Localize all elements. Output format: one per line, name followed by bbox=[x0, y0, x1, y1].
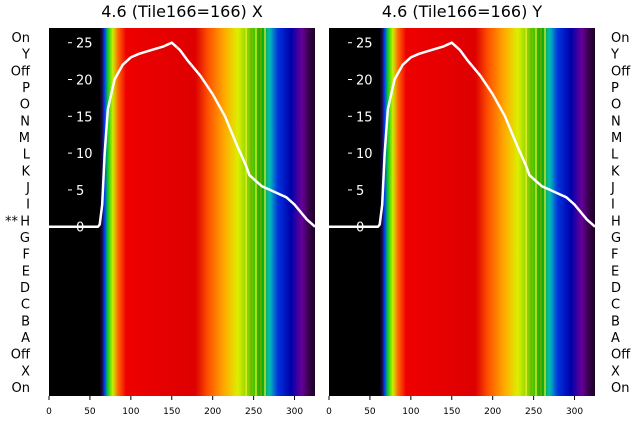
y-tick-label: 25 bbox=[76, 37, 93, 52]
row-label: A bbox=[21, 331, 30, 346]
row-label: E bbox=[22, 264, 30, 279]
x-tick-label: 100 bbox=[402, 407, 419, 417]
panel-title: 4.6 (Tile166=166) Y bbox=[382, 2, 543, 21]
row-label: H bbox=[611, 214, 621, 229]
row-label: L bbox=[23, 148, 31, 163]
row-label: Off bbox=[11, 348, 31, 363]
row-label: O bbox=[20, 98, 30, 113]
row-label: A bbox=[611, 331, 620, 346]
panel-title: 4.6 (Tile166=166) X bbox=[101, 2, 263, 21]
heatmap-streak bbox=[264, 28, 266, 396]
row-label: On bbox=[611, 381, 629, 396]
x-tick-label: 200 bbox=[204, 407, 221, 417]
row-label: On bbox=[611, 31, 629, 46]
heatmap-streak bbox=[535, 28, 537, 396]
y-tick-label: 25 bbox=[356, 37, 373, 52]
y-tick-label: 0 bbox=[356, 221, 364, 236]
heatmap-area bbox=[49, 28, 315, 396]
x-tick-label: 250 bbox=[525, 407, 542, 417]
row-label: G bbox=[20, 231, 30, 246]
row-label: X bbox=[21, 364, 30, 379]
y-tick-label: 5 bbox=[356, 184, 364, 199]
y-tick-label: 10 bbox=[356, 147, 373, 162]
series-line bbox=[329, 41, 596, 228]
row-label: B bbox=[611, 314, 620, 329]
y-tick-label: 10 bbox=[76, 147, 93, 162]
row-label: Off bbox=[611, 64, 631, 79]
row-label: K bbox=[21, 164, 30, 179]
heatmap-streak bbox=[530, 28, 532, 396]
row-label: D bbox=[611, 281, 621, 296]
row-label: E bbox=[611, 264, 619, 279]
heatmap-streak bbox=[260, 28, 262, 396]
row-label: G bbox=[611, 231, 621, 246]
x-tick-label: 150 bbox=[443, 407, 460, 417]
row-label: K bbox=[611, 164, 620, 179]
row-label: N bbox=[611, 114, 621, 129]
x-tick-label: 300 bbox=[566, 407, 583, 417]
row-label: M bbox=[611, 131, 622, 146]
row-label: C bbox=[21, 298, 30, 313]
x-tick-label: 100 bbox=[122, 407, 139, 417]
x-tick-label: 150 bbox=[163, 407, 180, 417]
row-label: Off bbox=[11, 64, 31, 79]
row-label: Off bbox=[611, 348, 631, 363]
x-tick-label: 300 bbox=[286, 407, 303, 417]
row-label: P bbox=[22, 81, 30, 96]
y-tick-label: 15 bbox=[356, 110, 373, 125]
row-label: O bbox=[611, 98, 621, 113]
row-label: B bbox=[21, 314, 30, 329]
row-label: J bbox=[610, 181, 615, 196]
x-tick-label: 0 bbox=[326, 407, 332, 417]
x-tick-label: 0 bbox=[46, 407, 52, 417]
row-label: J bbox=[25, 181, 30, 196]
row-label: C bbox=[611, 298, 620, 313]
row-label: On bbox=[12, 381, 30, 396]
x-tick-label: 50 bbox=[84, 407, 96, 417]
panel-x: 4.6 (Tile166=166) XOnYOffPONMLKJIH**GFED… bbox=[5, 2, 316, 417]
heatmap-streak bbox=[544, 28, 546, 396]
row-label: X bbox=[611, 364, 620, 379]
row-marker: ** bbox=[5, 214, 19, 229]
x-tick-label: 250 bbox=[245, 407, 262, 417]
row-label: I bbox=[26, 198, 30, 213]
row-label: On bbox=[12, 31, 30, 46]
x-tick-label: 50 bbox=[364, 407, 376, 417]
row-label: D bbox=[20, 281, 30, 296]
y-tick-label: 5 bbox=[76, 184, 84, 199]
x-tick-label: 200 bbox=[484, 407, 501, 417]
row-label: P bbox=[611, 81, 619, 96]
y-tick-label: 15 bbox=[76, 110, 93, 125]
row-label: N bbox=[20, 114, 30, 129]
heatmap-streak bbox=[525, 28, 527, 396]
heatmap-streak bbox=[250, 28, 252, 396]
row-label: L bbox=[611, 148, 619, 163]
y-tick-label: 20 bbox=[76, 74, 93, 89]
heatmap-streak bbox=[245, 28, 247, 396]
y-tick-label: 0 bbox=[76, 221, 84, 236]
panel-y: 4.6 (Tile166=166) YOnYOffPONMLKJIHGFEDCB… bbox=[326, 2, 631, 417]
row-label: H bbox=[20, 214, 30, 229]
row-label: Y bbox=[21, 48, 30, 63]
row-label: F bbox=[23, 248, 30, 263]
y-tick-label: 20 bbox=[356, 74, 373, 89]
row-label: F bbox=[611, 248, 618, 263]
row-label: I bbox=[611, 198, 615, 213]
series-line bbox=[49, 41, 316, 228]
row-label: Y bbox=[610, 48, 619, 63]
heatmap-streak bbox=[255, 28, 257, 396]
row-label: M bbox=[19, 131, 30, 146]
heatmap-streak bbox=[540, 28, 542, 396]
heatmap-area bbox=[329, 28, 595, 396]
